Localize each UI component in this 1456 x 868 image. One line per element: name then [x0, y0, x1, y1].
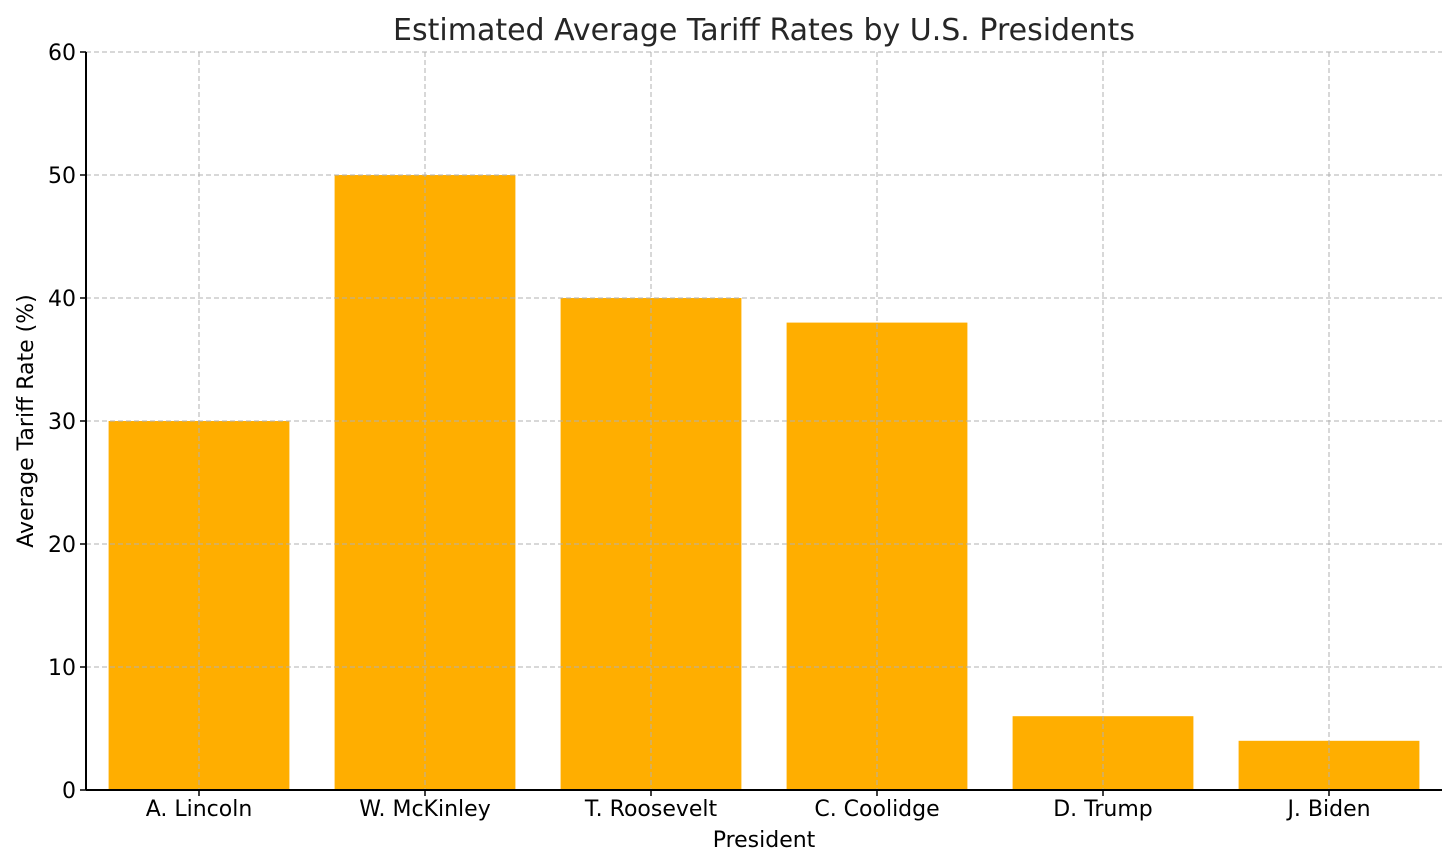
y-tick-label: 10 [48, 656, 76, 681]
y-axis-label: Average Tariff Rate (%) [14, 294, 39, 547]
x-axis-ticks: A. Lincoln W. McKinley T. Roosevelt C. Cool… [146, 790, 1371, 822]
y-tick-label: 30 [48, 410, 76, 435]
x-tick-label: J. Biden [1285, 797, 1370, 822]
x-tick-label: T. Roosevelt [584, 797, 718, 822]
bar-w-mckinley [334, 175, 516, 790]
y-tick-label: 50 [48, 164, 76, 189]
x-tick-label: W. McKinley [359, 797, 490, 822]
bars [86, 51, 1442, 791]
x-axis-label: President [713, 828, 816, 853]
y-axis-ticks: 0 10 20 30 40 50 60 [48, 41, 86, 804]
y-tick-label: 0 [62, 779, 76, 804]
x-tick-label: D. Trump [1053, 797, 1153, 822]
x-tick-label: A. Lincoln [146, 797, 253, 822]
y-tick-label: 20 [48, 533, 76, 558]
y-tick-label: 40 [48, 287, 76, 312]
x-tick-label: C. Coolidge [814, 797, 939, 822]
y-tick-label: 60 [48, 41, 76, 66]
chart-title: Estimated Average Tariff Rates by U.S. P… [393, 13, 1135, 48]
